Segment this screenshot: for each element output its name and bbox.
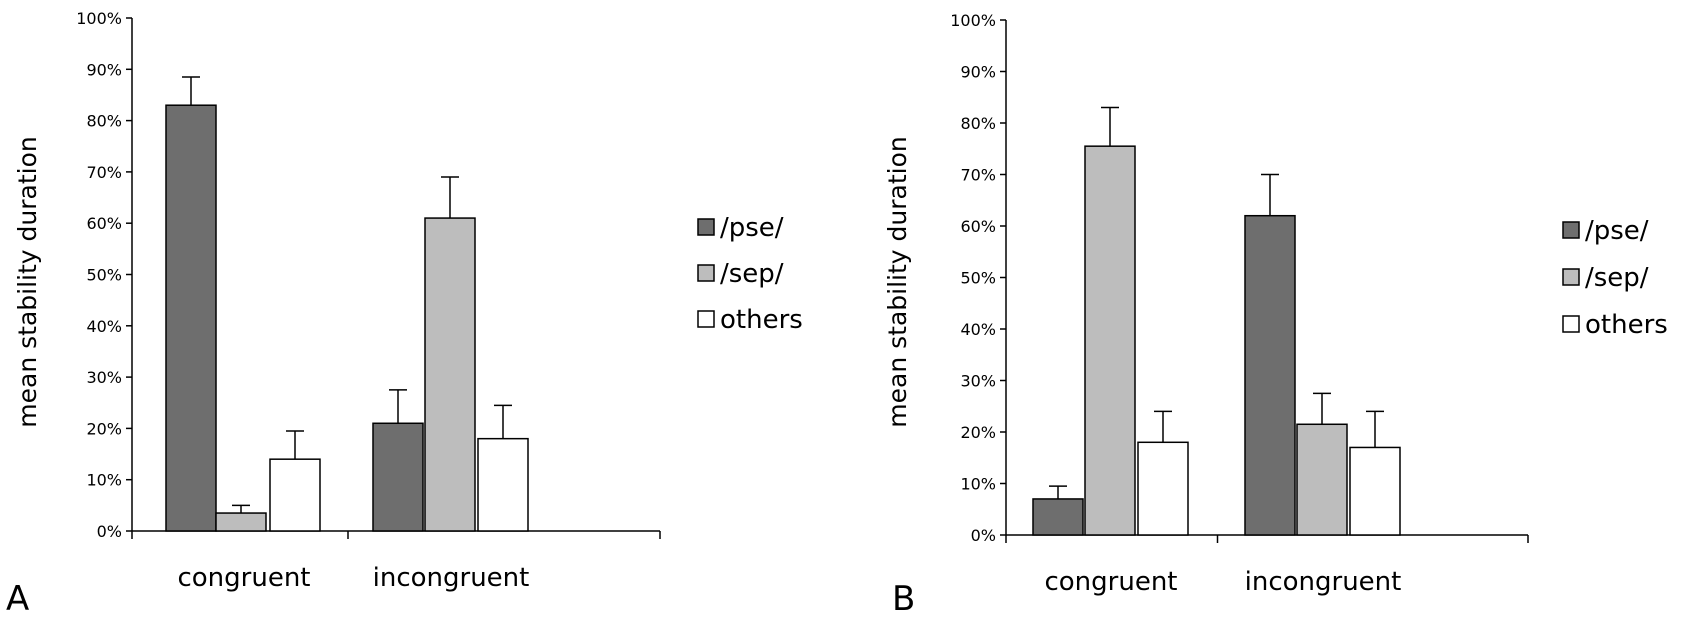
y-tick-label-b: 80% [960, 114, 996, 133]
y-tick-label-a: 20% [86, 419, 122, 438]
bar-b-1-2 [1349, 446, 1401, 536]
bar-b-1-1 [1296, 423, 1348, 536]
y-axis-title-a: mean stability duration [13, 136, 42, 427]
chart-b: mean stability duration 0% 10% 20% 30% 40% 50… [883, 11, 1668, 597]
y-tick-label-b: 10% [960, 475, 996, 494]
legend-a: /pse/ /sep/others [697, 213, 803, 335]
plot-area-a: 0% 10% 20% 30% 40% 50% 60% 70% 80% 90% 100% congrue… [76, 9, 661, 593]
legend-label-b: others [1585, 310, 1668, 340]
y-tick-label-b: 40% [960, 320, 996, 339]
chart-a: mean stability duration 0% 10% 20% 30% 40% 50… [13, 9, 803, 593]
y-tick-label-b: 50% [960, 269, 996, 288]
y-tick-label-a: 80% [86, 112, 122, 131]
legend-swatch-b [1562, 268, 1580, 286]
y-axis-title-b: mean stability duration [883, 136, 912, 427]
y-tick-label-a: 90% [86, 60, 122, 79]
panel-label-a: A [6, 579, 29, 619]
legend-label-b: /sep/ [1585, 263, 1649, 293]
y-tick-label-b: 0% [971, 526, 996, 545]
y-tick-label-a: 100% [76, 9, 122, 28]
legend-swatch-b [1562, 315, 1580, 333]
y-tick-label-b: 20% [960, 423, 996, 442]
bar-a-0-1 [215, 512, 267, 532]
y-tick-label-a: 50% [86, 266, 122, 285]
y-tick-label-a: 10% [86, 471, 122, 490]
y-tick-label-b: 90% [960, 63, 996, 82]
legend-swatch-a [697, 310, 715, 328]
category-label-b: congruent [1044, 567, 1177, 597]
bar-b-1-0 [1244, 214, 1296, 536]
bar-a-1-0 [372, 422, 424, 532]
y-tick-label-b: 60% [960, 217, 996, 236]
legend-label-a: /sep/ [720, 259, 784, 289]
bar-a-1-1 [424, 217, 476, 532]
y-tick-label-a: 70% [86, 163, 122, 182]
legend-swatch-a [697, 264, 715, 282]
y-tick-label-a: 30% [86, 368, 122, 387]
y-tick-label-a: 0% [97, 522, 122, 541]
y-tick-label-b: 70% [960, 166, 996, 185]
legend-label-a: /pse/ [720, 213, 784, 243]
bar-b-0-1 [1084, 145, 1136, 536]
y-tick-label-b: 100% [950, 11, 996, 30]
category-label-a: congruent [177, 563, 310, 593]
legend-b: /pse/ /sep/others [1562, 216, 1668, 340]
plot-area-b: 0% 10% 20% 30% 40% 50% 60% 70% 80% 90% 100% congrue… [950, 11, 1529, 597]
bar-a-0-0 [165, 104, 217, 532]
legend-label-a: others [720, 305, 803, 335]
bar-b-0-2 [1137, 441, 1189, 536]
panel-label-b: B [892, 579, 915, 619]
legend-label-b: /pse/ [1585, 216, 1649, 246]
category-label-b: incongruent [1245, 567, 1402, 597]
legend-swatch-b [1562, 221, 1580, 239]
y-tick-label-b: 30% [960, 372, 996, 391]
category-label-a: incongruent [373, 563, 530, 593]
y-tick-label-a: 60% [86, 214, 122, 233]
bar-b-0-0 [1032, 498, 1084, 536]
y-tick-label-a: 40% [86, 317, 122, 336]
legend-swatch-a [697, 218, 715, 236]
bar-a-0-2 [269, 458, 321, 532]
bar-a-1-2 [477, 437, 529, 532]
